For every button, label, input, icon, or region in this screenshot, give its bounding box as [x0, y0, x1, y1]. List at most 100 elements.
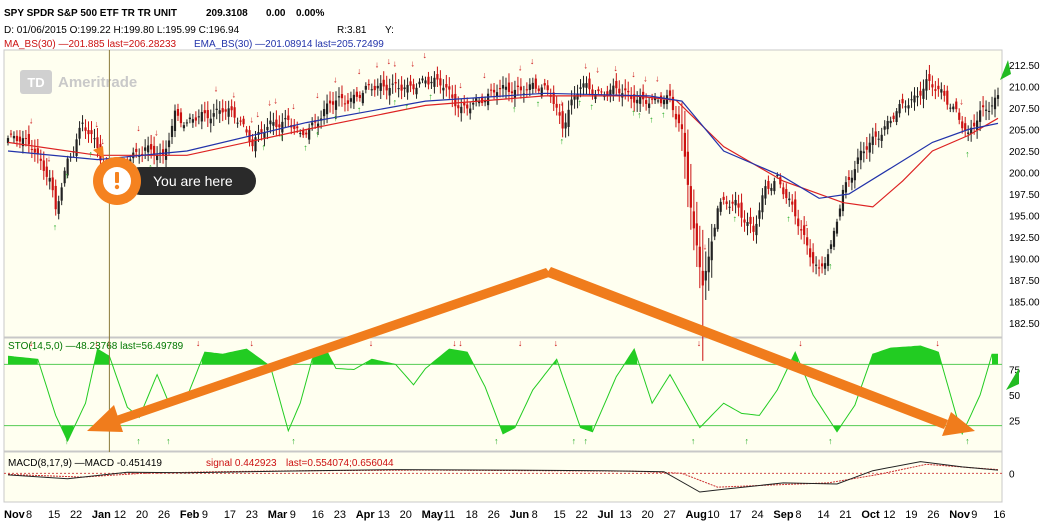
y-axis-ticks: 212.50 210.00 207.50 205.00 202.50 200.00 197.…	[1009, 61, 1040, 480]
candle-body-62	[191, 119, 194, 123]
candle-body-288	[865, 146, 868, 150]
candle-body-309	[928, 74, 931, 81]
price-up-arrow-24: ↑	[733, 214, 738, 224]
candle-body-57	[176, 108, 180, 116]
candle-body-199	[600, 91, 603, 93]
candle-body-69	[212, 113, 215, 117]
macd-panel	[3, 451, 1003, 503]
candle-body-176	[531, 82, 534, 89]
candle-body-86	[263, 132, 266, 138]
x-label-9: 9	[202, 509, 208, 521]
x-label-2: 15	[48, 509, 60, 521]
sto-down-arrow-7: ↓	[458, 338, 463, 348]
ma-legend: MA_BS(30) —201.885 last=206.28233	[4, 39, 176, 50]
candle-body-264	[794, 199, 797, 217]
sto-down-arrow-12: ↓	[935, 338, 940, 348]
candle-body-313	[940, 89, 943, 93]
candle-body-226	[680, 124, 684, 130]
sto-up-arrow-7: ↑	[691, 436, 696, 446]
candle-body-65	[200, 112, 203, 122]
td-logo-text: TD	[27, 75, 44, 90]
macd-last-label: last=0.554074;0.656044	[286, 458, 394, 469]
candle-body-332	[996, 95, 1000, 99]
x-label-37: 14	[817, 509, 829, 521]
candle-body-227	[683, 132, 686, 157]
sto-up-arrow-2: ↑	[166, 436, 171, 446]
candle-body-58	[179, 112, 183, 124]
price-up-arrow-14: ↑	[428, 92, 433, 102]
candle-body-234	[704, 270, 707, 281]
price-up-arrow-19: ↑	[589, 101, 594, 111]
candle-body-179	[540, 87, 543, 96]
price-down-arrow-11: ↓	[273, 95, 278, 105]
candle-body-153	[463, 102, 466, 106]
sto-ytick-2: 25	[1009, 417, 1021, 428]
ema-line	[7, 92, 999, 199]
price-down-arrow-27: ↓	[595, 65, 600, 75]
x-label-13: 9	[290, 509, 296, 521]
macd-title: MACD(8,17,9) —MACD -0.451419	[8, 458, 162, 469]
candle-body-322	[967, 132, 970, 134]
candle-body-218	[656, 100, 660, 102]
x-label-44: 9	[971, 509, 977, 521]
candle-body-267	[803, 225, 806, 235]
sto-title: STO(14,5,0) —48.23768 last=56.49789	[8, 341, 184, 352]
candle-body-27	[87, 130, 90, 135]
candle-body-59	[182, 125, 186, 129]
candle-body-7	[27, 134, 30, 145]
candle-body-111	[337, 96, 341, 98]
price-ytick-1: 210.00	[1009, 82, 1040, 93]
candle-body-151	[457, 105, 460, 109]
price-up-arrow-2: ↑	[88, 149, 93, 159]
symbol-title: SPY SPDR S&P 500 ETF TR TR UNIT	[4, 8, 177, 19]
candle-body-269	[809, 248, 812, 258]
candle-body-308	[925, 79, 928, 91]
candle-body-156	[472, 102, 475, 105]
price-ytick-6: 197.50	[1009, 190, 1040, 201]
price-down-arrow-21: ↓	[458, 80, 463, 90]
candle-body-318	[955, 101, 958, 110]
candle-body-29	[93, 138, 96, 140]
candle-body-231	[695, 223, 698, 246]
candle-body-77	[236, 122, 239, 124]
candle-body-26	[84, 127, 87, 131]
x-label-40: 12	[883, 509, 895, 521]
candle-body-6	[24, 138, 27, 140]
candle-body-124	[376, 85, 379, 89]
candle-body-194	[585, 83, 588, 88]
candle-body-211	[636, 99, 639, 104]
candle-body-63	[194, 117, 197, 121]
price-down-arrow-30: ↓	[643, 74, 648, 84]
candle-body-135	[409, 81, 412, 86]
x-axis-labels: Nov 8 15 22 Jan 12 20 26 Feb 9 17 23 Mar 9 16 23 Apr 13 20…	[4, 509, 1005, 521]
candle-body-142	[430, 81, 433, 84]
candle-body-80	[245, 129, 248, 133]
candle-body-295	[886, 120, 889, 130]
price-up-arrow-7: ↑	[279, 132, 284, 142]
sto-down-arrow-1: ↓	[94, 338, 99, 348]
sto-up-arrow-3: ↑	[291, 436, 296, 446]
price-up-arrow-15: ↑	[512, 104, 517, 114]
you-are-here-callout[interactable]: You are here	[93, 146, 256, 205]
sto-up-arrow-10: ↑	[965, 436, 970, 446]
candle-body-319	[958, 112, 961, 120]
price-ytick-0: 212.50	[1009, 61, 1040, 72]
x-label-31: Aug	[685, 509, 706, 521]
candle-body-72	[221, 108, 224, 113]
arrow-left-shaft	[116, 268, 552, 424]
x-label-15: 23	[334, 509, 346, 521]
candle-body-132	[400, 84, 403, 91]
price-up-arrow-12: ↑	[393, 97, 398, 107]
candle-body-159	[481, 96, 484, 104]
sto-ytick-1: 50	[1009, 391, 1021, 402]
sto-overbought-fill-1	[94, 349, 110, 365]
candle-body-186	[561, 111, 564, 129]
candle-body-252	[758, 210, 761, 219]
candle-body-274	[823, 263, 827, 269]
candle-body-190	[573, 95, 576, 100]
candle-body-207	[624, 88, 627, 91]
candle-body-325	[976, 120, 979, 130]
price-down-arrow-15: ↓	[357, 66, 362, 76]
